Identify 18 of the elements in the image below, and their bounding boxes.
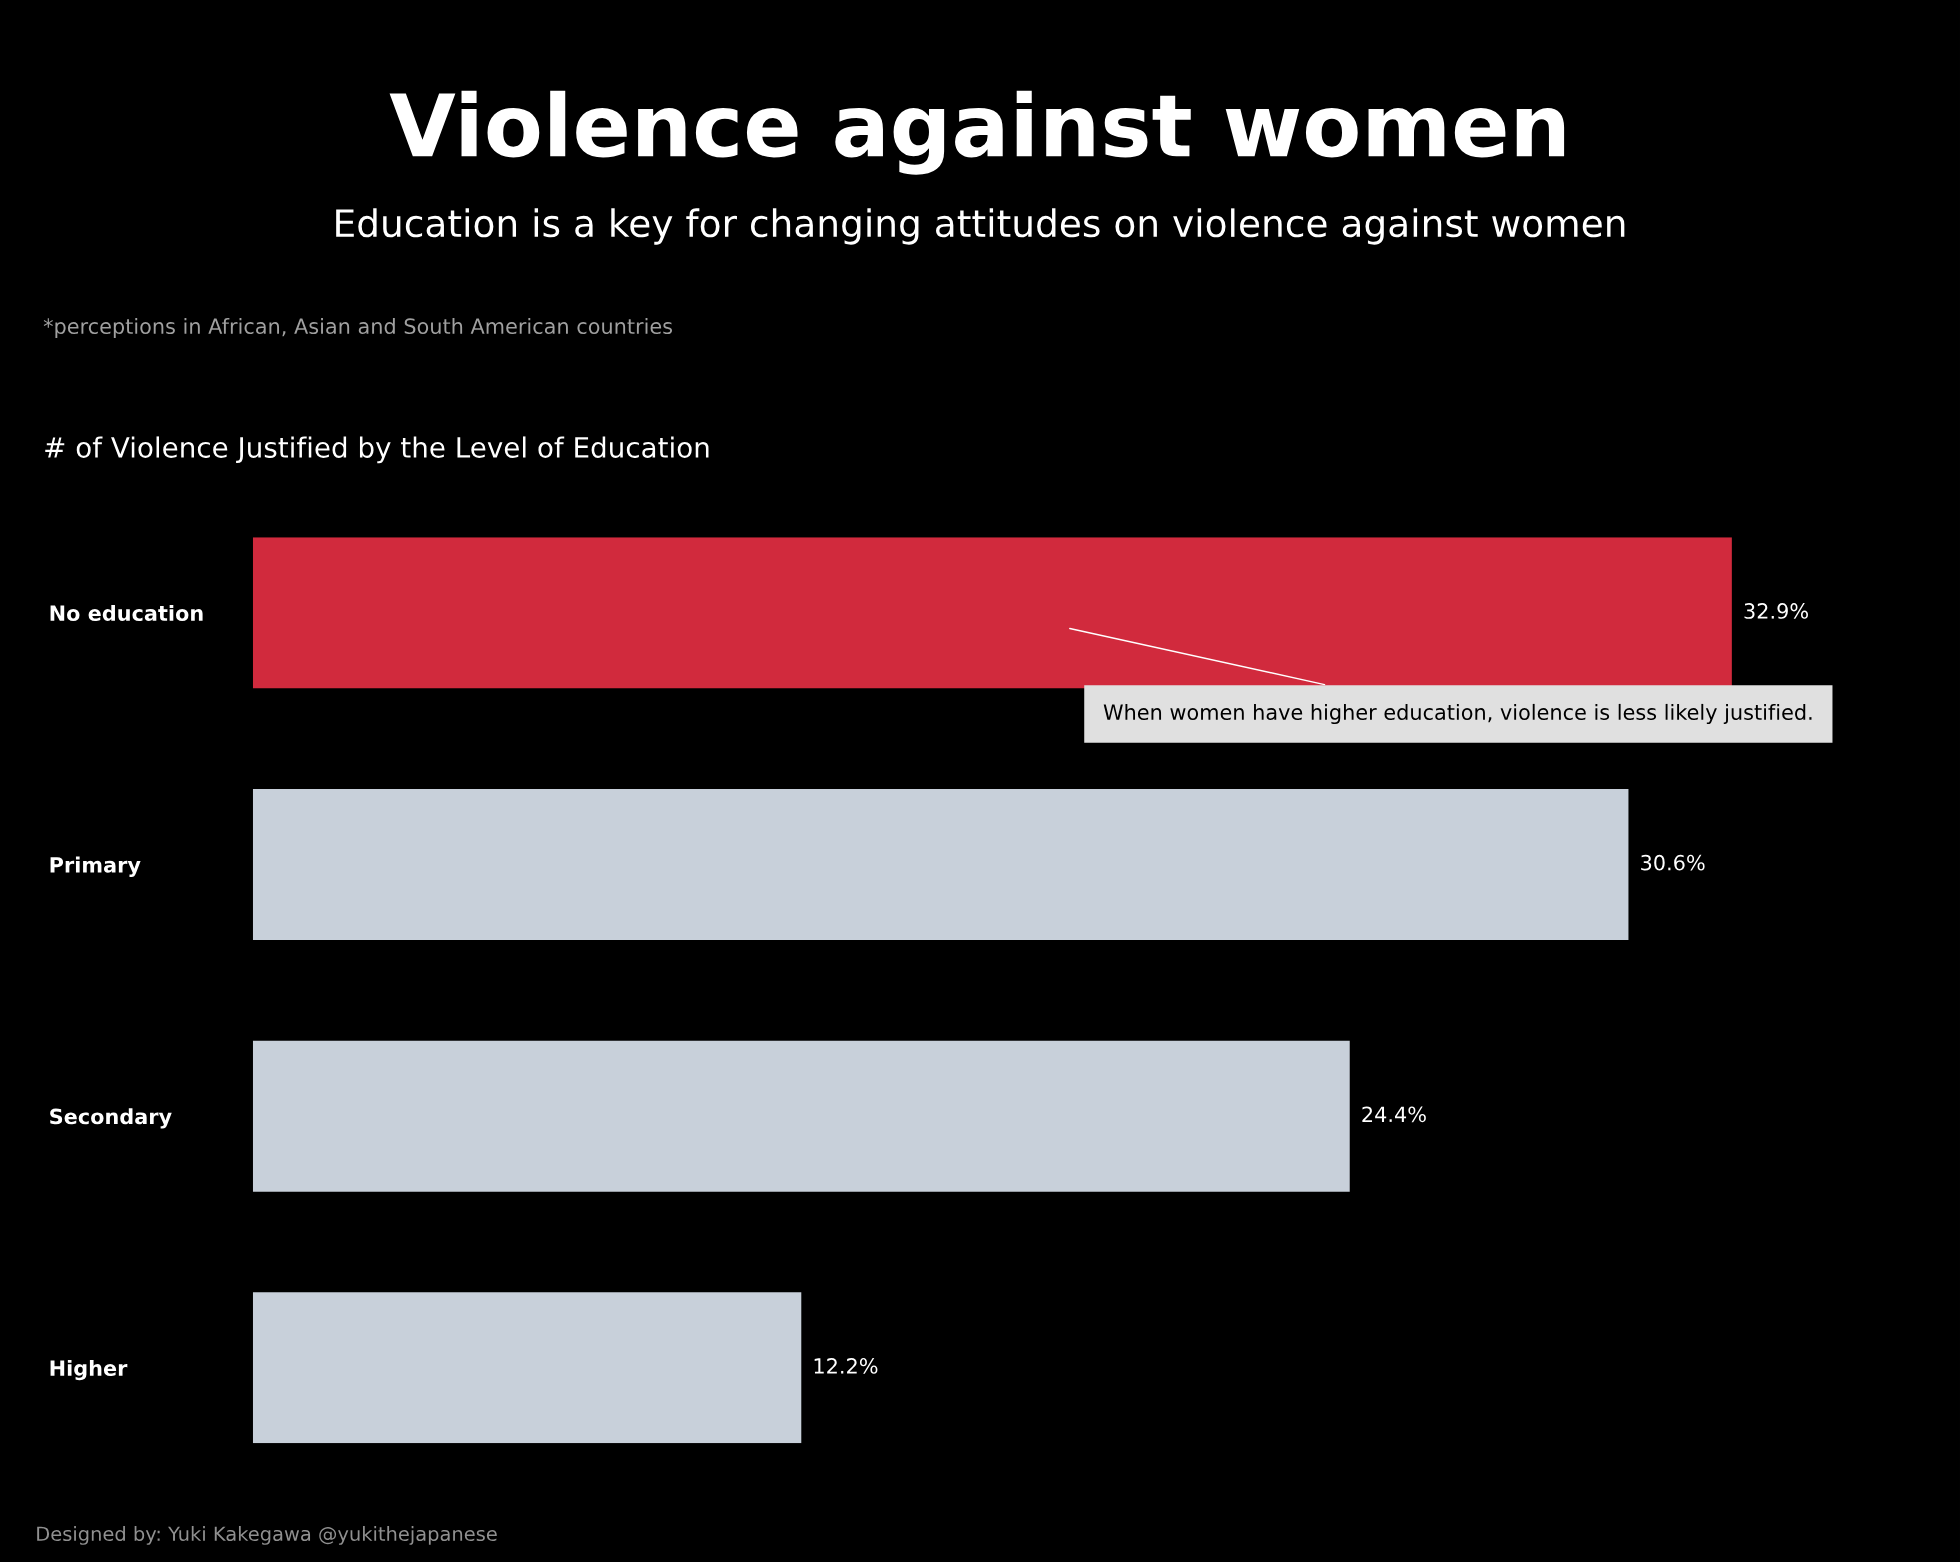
bar: [252, 1292, 802, 1444]
y-tick-label: No education: [50, 604, 203, 622]
y-tick-label: Secondary: [50, 1108, 172, 1129]
bar: [252, 788, 1629, 940]
text: # of Violence Justified by the Level of Education: [45, 436, 709, 464]
y-tick-label: Higher: [50, 1359, 128, 1381]
bar: [252, 1040, 1350, 1192]
data-label: 12.2%: [814, 1358, 878, 1374]
text: Designed by: Yuki Kakegawa @yukithejapanese: [37, 1526, 497, 1545]
annotation: When women have higher education, violence is less likely justified.: [1103, 703, 1812, 725]
data-label: 32.9%: [1744, 603, 1808, 619]
data-label: 30.6%: [1641, 854, 1705, 871]
bar: [252, 537, 1732, 689]
text: *perceptions in African, Asian and South American countries: [43, 317, 673, 339]
data-label: 24.4%: [1362, 1106, 1426, 1123]
y-tick-label: Primary: [50, 856, 141, 877]
chart-subtitle: Education is a key for changing attitudes on violence against women: [336, 208, 1625, 245]
chart-title: Violence against women: [389, 90, 1565, 175]
